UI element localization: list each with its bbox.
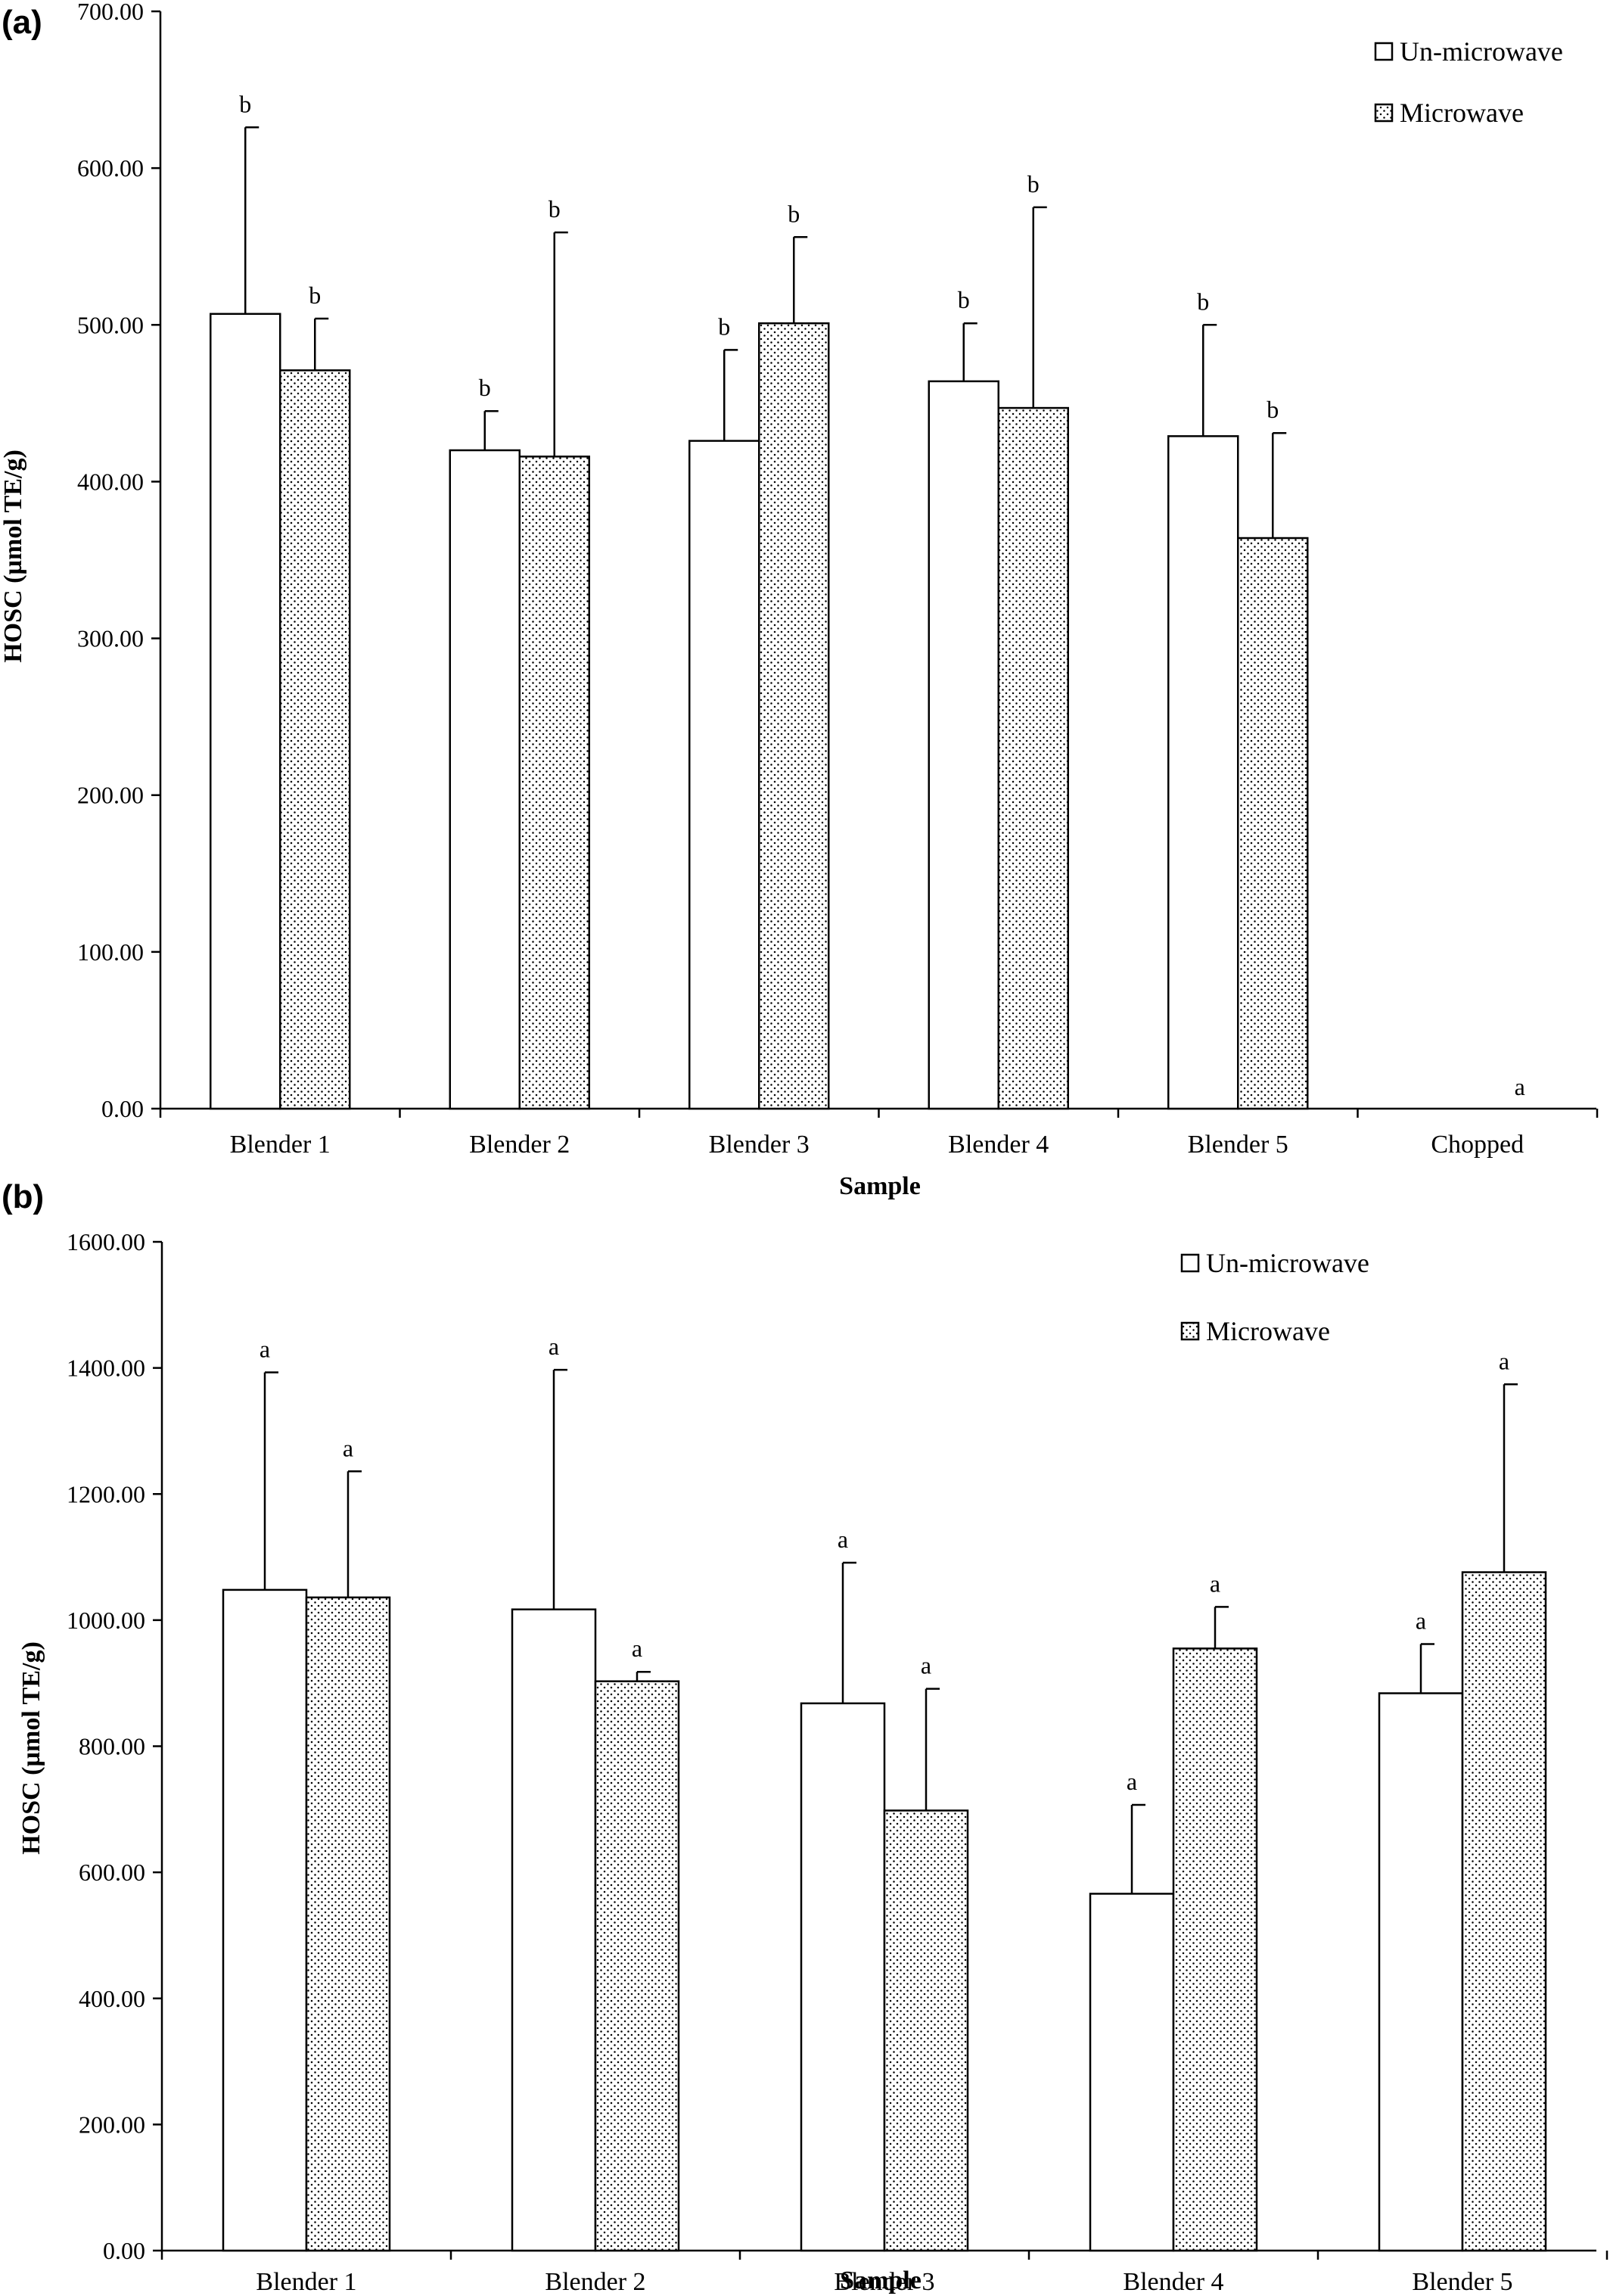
panel-a-y-tick-label: 0.00 [101,1095,144,1122]
panel-b-significance-label-un-microwave-blender-3: a [838,1526,848,1553]
panel-b-legend-swatch-un-microwave [1180,1253,1200,1273]
panel-a-significance-label-un-microwave-blender-5: b [1197,288,1209,315]
panel-a-y-tick-label: 100.00 [77,938,144,966]
panel-a-y-axis-title: HOSC (µmol TE/g) [0,450,27,663]
panel-a-x-tick-label-blender-5: Blender 5 [1188,1131,1288,1159]
panel-b-legend-label-un-microwave: Un-microwave [1206,1248,1369,1278]
panel-a-y-tick-label: 300.00 [77,625,144,652]
panel-b-x-tick-label-blender-1: Blender 1 [256,2268,356,2296]
panel-a-legend: Un-microwave Microwave [1374,36,1563,128]
panel-a-y-tick-label: 600.00 [77,154,144,182]
panel-b-legend-label-microwave: Microwave [1206,1316,1330,1346]
panel-b-x-tick-label-blender-5: Blender 5 [1412,2268,1512,2296]
panel-a-x-axis-title: Sample [839,1172,921,1200]
panel-a-bars: b b b b b b b b b b a [210,90,1525,1110]
panel-b-significance-label-un-microwave-blender-1: a [260,1335,270,1362]
panel-a-bar-microwave-blender-3 [758,322,830,1110]
panel-b-bar-microwave-blender-4 [1172,1647,1258,2252]
panel-a-x-tick-label-blender-1: Blender 1 [230,1131,331,1159]
panel-a-significance-label-un-microwave-blender-4: b [958,286,970,313]
panel-a-y-tick-label: 500.00 [77,311,144,338]
panel-a-significance-label-microwave-blender-4: b [1027,170,1040,198]
panel-a-significance-label-microwave-blender-5: b [1267,396,1279,423]
panel-a-significance-label-microwave-chopped: a [1515,1073,1525,1100]
panel-a-bar-microwave-blender-4 [997,406,1069,1110]
panel-a-x-tick-label-blender-4: Blender 4 [948,1131,1049,1159]
panel-b-y-tick-label: 1400.00 [67,1355,145,1382]
panel-b-legend: Un-microwave Microwave [1180,1248,1369,1346]
panel-b-significance-label-un-microwave-blender-4: a [1127,1768,1137,1795]
panel-a-chart: (a) HOSC (µmol TE/g) Sample 0.00 100.00 20… [0,0,1599,1200]
panel-b-y-tick-label: 1200.00 [67,1480,145,1507]
panel-a-label: (a) [2,4,42,41]
panel-b-chart: (b) HOSC (µmol TE/g) Sample 0.00 200.00 40… [2,1178,1608,2296]
panel-a-y-tick-label: 200.00 [77,782,144,809]
panel-a-y-tick-label: 400.00 [77,468,144,495]
panel-b-x-axis-title: Sample [840,2266,922,2294]
panel-a-legend-swatch-un-microwave [1374,42,1394,61]
panel-b-y-tick-label: 0.00 [103,2237,145,2264]
panel-b-bar-un-microwave-blender-3 [800,1702,886,2252]
panel-b-significance-label-microwave-blender-1: a [343,1434,353,1461]
panel-b-x-tick-label-blender-3: Blender 3 [834,2268,934,2296]
panel-b-y-tick-label: 800.00 [79,1733,145,1760]
panel-a-legend-label-un-microwave: Un-microwave [1400,36,1563,67]
panel-b-bar-microwave-blender-3 [883,1809,969,2252]
panel-b-x-tick-label-blender-4: Blender 4 [1123,2268,1223,2296]
panel-b-y-tick-label: 1600.00 [67,1228,145,1255]
panel-a-bar-un-microwave-blender-4 [928,380,999,1110]
panel-a-significance-label-un-microwave-blender-1: b [239,90,251,117]
panel-a-significance-label-un-microwave-blender-2: b [479,374,491,401]
panel-a-significance-label-microwave-blender-1: b [309,282,321,309]
panel-b-y-tick-label: 400.00 [79,1985,145,2012]
panel-b-significance-label-microwave-blender-4: a [1210,1570,1220,1597]
panel-a-x-tick-label-chopped: Chopped [1431,1131,1524,1159]
panel-b-bar-un-microwave-blender-5 [1378,1692,1464,2252]
panel-b-y-tick-label: 200.00 [79,2111,145,2138]
panel-a-x-tick-label-blender-3: Blender 3 [709,1131,810,1159]
panel-b-significance-label-microwave-blender-3: a [921,1652,931,1679]
panel-b-label: (b) [2,1178,44,1215]
panel-b-bar-microwave-blender-1 [305,1596,391,2252]
panel-b-bar-microwave-blender-5 [1461,1571,1547,2252]
panel-b-bar-un-microwave-blender-4 [1089,1893,1175,2252]
panel-a-significance-label-un-microwave-blender-3: b [718,313,730,340]
panel-b-significance-label-un-microwave-blender-5: a [1416,1607,1426,1635]
panel-b-bar-microwave-blender-2 [594,1680,680,2252]
panel-a-significance-label-microwave-blender-2: b [549,195,561,222]
panel-a-bar-microwave-blender-2 [518,456,590,1110]
panel-b-x-tick-label-blender-2: Blender 2 [545,2268,645,2296]
panel-a-y-tick-label: 700.00 [77,0,144,25]
panel-a-significance-label-microwave-blender-3: b [788,200,800,227]
panel-b-bar-un-microwave-blender-1 [222,1588,308,2252]
panel-a-x-tick-label-blender-2: Blender 2 [469,1131,570,1159]
panel-b-bar-un-microwave-blender-2 [511,1608,597,2252]
panel-b-y-axis-title: HOSC (µmol TE/g) [17,1641,45,1855]
panel-b-significance-label-microwave-blender-5: a [1499,1347,1509,1374]
panel-a-legend-swatch-microwave [1374,103,1394,123]
panel-a-bar-microwave-blender-1 [279,369,351,1110]
panel-b-y-tick-label: 1000.00 [67,1607,145,1634]
panel-a-bar-microwave-blender-5 [1237,537,1309,1110]
panel-b-significance-label-microwave-blender-2: a [632,1635,642,1662]
panel-a-legend-label-microwave: Microwave [1400,98,1524,128]
panel-b-legend-swatch-microwave [1180,1321,1200,1341]
panel-a-bar-un-microwave-blender-3 [688,440,760,1110]
panel-b-significance-label-un-microwave-blender-2: a [549,1333,559,1360]
panel-a-axes: 0.00 100.00 200.00 300.00 400.00 500.00 600.00… [77,0,1599,1159]
panel-a-bar-un-microwave-blender-2 [449,449,521,1110]
panel-b-bars: a a a a a a a a a a [222,1333,1547,2252]
panel-b-y-tick-label: 600.00 [79,1859,145,1886]
panel-a-bar-un-microwave-blender-5 [1167,435,1239,1110]
panel-a-bar-un-microwave-blender-1 [210,313,281,1110]
